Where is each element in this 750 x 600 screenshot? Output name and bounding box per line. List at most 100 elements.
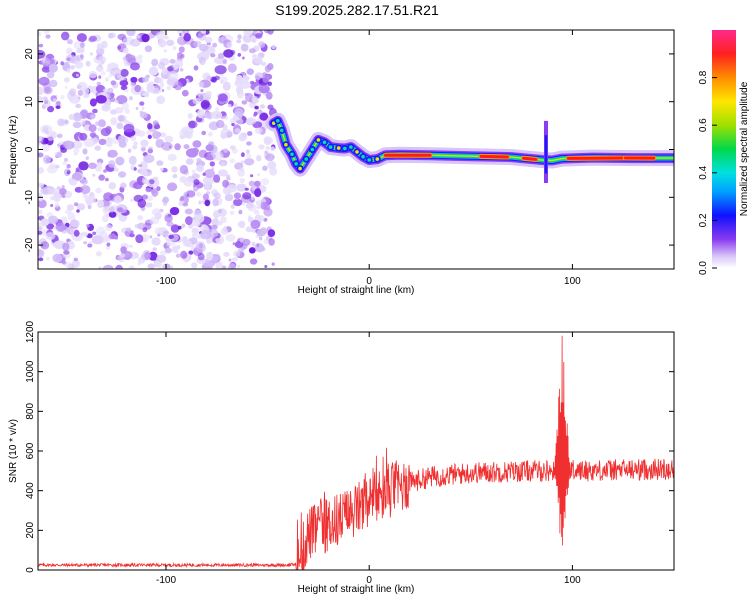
noise-blob (140, 91, 147, 96)
noise-blob (142, 76, 149, 83)
colorbar-label: Normalized spectral amplitude (739, 81, 750, 216)
noise-blob (61, 185, 65, 189)
noise-blob (202, 172, 206, 176)
noise-blob (197, 31, 207, 41)
noise-blob (143, 179, 150, 184)
noise-blob (88, 71, 98, 79)
noise-blob (248, 180, 255, 187)
noise-blob (233, 192, 242, 199)
snr-x-tick-label: 100 (564, 575, 581, 586)
noise-blob (161, 89, 165, 92)
noise-blob (63, 77, 70, 83)
noise-blob (97, 162, 102, 166)
noise-blob (230, 204, 235, 209)
colorbar-tick-label: 0.8 (698, 70, 709, 84)
noise-blob (160, 132, 167, 138)
noise-blob (105, 246, 111, 250)
noise-blob (249, 258, 258, 265)
noise-blob (239, 177, 245, 184)
noise-blob (57, 118, 65, 127)
noise-blob (119, 80, 129, 87)
noise-blob (70, 219, 80, 228)
noise-blob (148, 66, 159, 76)
noise-blob (44, 100, 49, 105)
noise-blob (44, 86, 51, 93)
noise-blob (226, 41, 233, 49)
noise-blob (241, 100, 248, 105)
noise-blob (240, 167, 245, 172)
noise-blob (50, 196, 54, 201)
noise-blob (237, 53, 242, 57)
noise-blob (185, 158, 194, 166)
noise-blob (168, 71, 179, 81)
noise-blob (38, 86, 45, 96)
noise-blob (187, 113, 193, 119)
noise-blob (151, 188, 159, 197)
noise-blob (80, 119, 86, 126)
noise-blob (73, 148, 80, 154)
noise-blob (41, 57, 50, 66)
noise-blob (180, 68, 184, 72)
noise-blob (141, 106, 145, 110)
signal-blob-core (304, 157, 309, 161)
noise-blob (40, 124, 53, 134)
noise-blob (246, 203, 250, 207)
noise-blob (144, 45, 153, 53)
noise-blob (114, 195, 122, 204)
noise-blob (108, 211, 117, 218)
noise-blob (55, 105, 61, 110)
noise-blob (151, 237, 161, 246)
noise-blob (152, 131, 161, 139)
noise-blob (62, 242, 70, 252)
noise-blob (137, 262, 141, 266)
noise-blob (171, 245, 179, 253)
noise-blob (253, 113, 257, 117)
noise-blob (155, 31, 167, 41)
noise-blob (138, 164, 143, 168)
noise-blob (234, 240, 244, 249)
noise-blob (50, 188, 60, 196)
noise-blob (254, 105, 259, 110)
noise-blob (64, 157, 68, 162)
noise-blob (116, 122, 124, 130)
spectrogram-x-tick-label: 100 (564, 276, 581, 287)
noise-blob (156, 254, 167, 263)
signal-blob-core (298, 166, 302, 171)
noise-blob (62, 140, 75, 150)
noise-blob (102, 264, 114, 269)
noise-blob (46, 71, 55, 79)
noise-blob (118, 171, 127, 178)
noise-blob (188, 250, 194, 255)
noise-blob (258, 41, 266, 48)
noise-blob (89, 98, 97, 107)
signal-blob-core (367, 158, 372, 162)
noise-blob (248, 48, 256, 54)
noise-blob (174, 59, 184, 68)
noise-blob (108, 206, 115, 213)
noise-blob (46, 133, 55, 141)
noise-blob (66, 170, 71, 174)
noise-blob (103, 192, 114, 202)
noise-blob (102, 88, 109, 93)
noise-blob (38, 76, 50, 86)
noise-blob (143, 154, 155, 164)
hot-segment (479, 154, 509, 159)
noise-blob (38, 230, 43, 235)
noise-blob (40, 241, 50, 250)
noise-blob (184, 240, 192, 246)
noise-blob (95, 84, 106, 93)
noise-blob (96, 226, 106, 236)
noise-blob (140, 140, 149, 148)
signal-blob-core (355, 150, 359, 154)
noise-blob (234, 107, 244, 117)
noise-blob (212, 151, 224, 161)
noise-blob (95, 95, 107, 104)
noise-blob (175, 253, 181, 258)
noise-blob (217, 52, 225, 60)
noise-blob (38, 182, 42, 188)
noise-blob (55, 164, 60, 169)
noise-blob (185, 148, 199, 158)
colorbar-tick-label: 0.0 (698, 261, 709, 275)
noise-blob (109, 97, 116, 103)
noise-blob (258, 144, 265, 150)
